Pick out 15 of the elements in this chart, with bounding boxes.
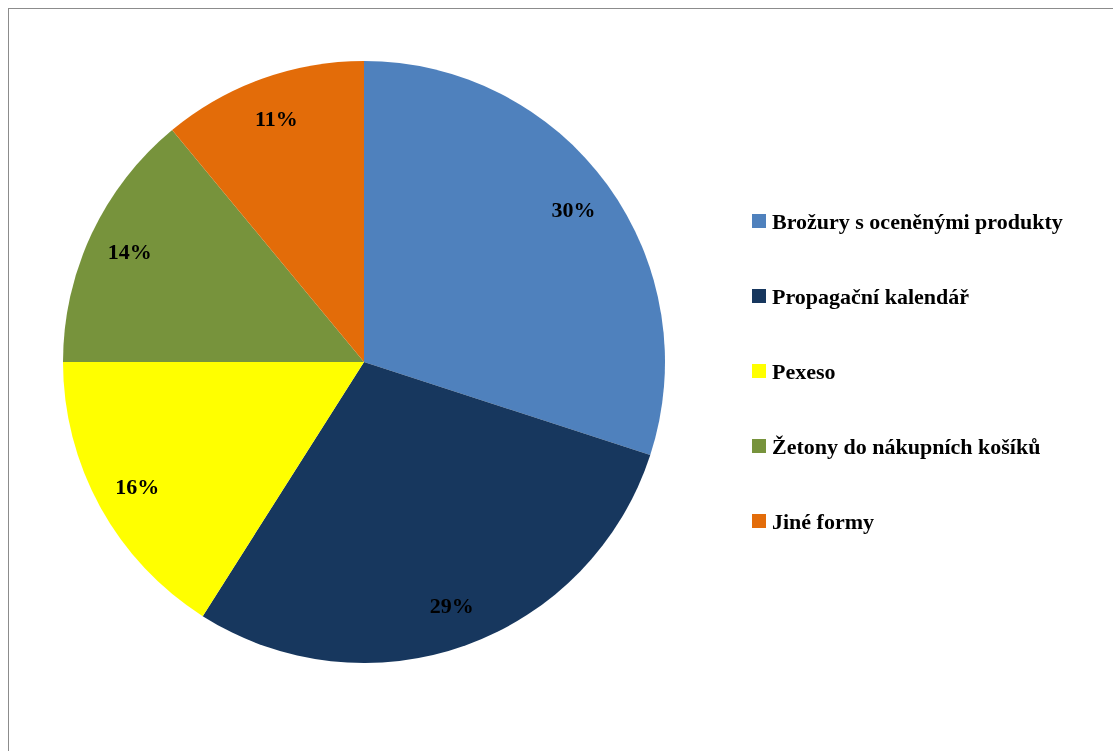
legend-label: Pexeso: [772, 358, 836, 384]
data-label: 16%: [115, 474, 160, 500]
pie-slice: [202, 362, 651, 663]
legend-label: Propagační kalendář: [772, 283, 970, 309]
data-label: 29%: [429, 593, 474, 619]
pie-slice: [63, 130, 364, 362]
pie-slice: [364, 61, 665, 456]
data-label: 30%: [551, 197, 596, 223]
legend-label: Jiné formy: [772, 508, 875, 534]
pie-slice: [172, 61, 364, 362]
pie-slice: [63, 362, 364, 617]
data-label: 11%: [254, 105, 298, 131]
data-label: 14%: [107, 239, 152, 265]
legend-label: Žetony do nákupních košíků: [772, 433, 1041, 459]
legend-label: Brožury s oceněnými produkty: [772, 208, 1063, 234]
